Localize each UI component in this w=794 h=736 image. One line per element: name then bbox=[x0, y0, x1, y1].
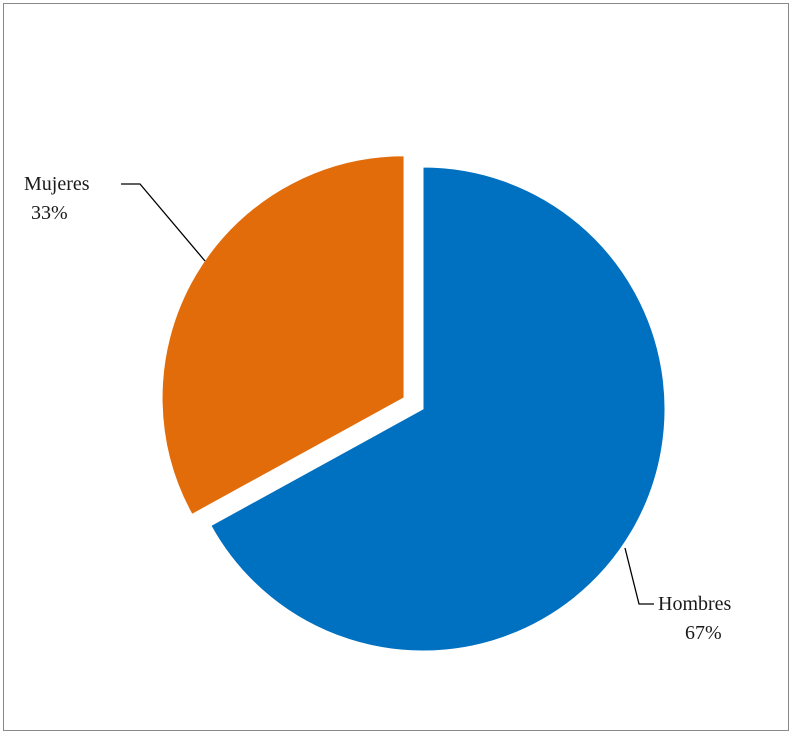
mujeres-percent-label: 33% bbox=[31, 202, 68, 224]
hombres-category-label: Hombres bbox=[658, 593, 732, 615]
pie-slices bbox=[161, 155, 666, 652]
mujeres-leader-line bbox=[121, 183, 206, 262]
hombres-percent-label: 67% bbox=[685, 622, 722, 644]
hombres-slice bbox=[210, 166, 666, 652]
mujeres-slice bbox=[161, 155, 405, 516]
hombres-leader-line bbox=[624, 547, 654, 605]
mujeres-category-label: Mujeres bbox=[24, 173, 90, 195]
